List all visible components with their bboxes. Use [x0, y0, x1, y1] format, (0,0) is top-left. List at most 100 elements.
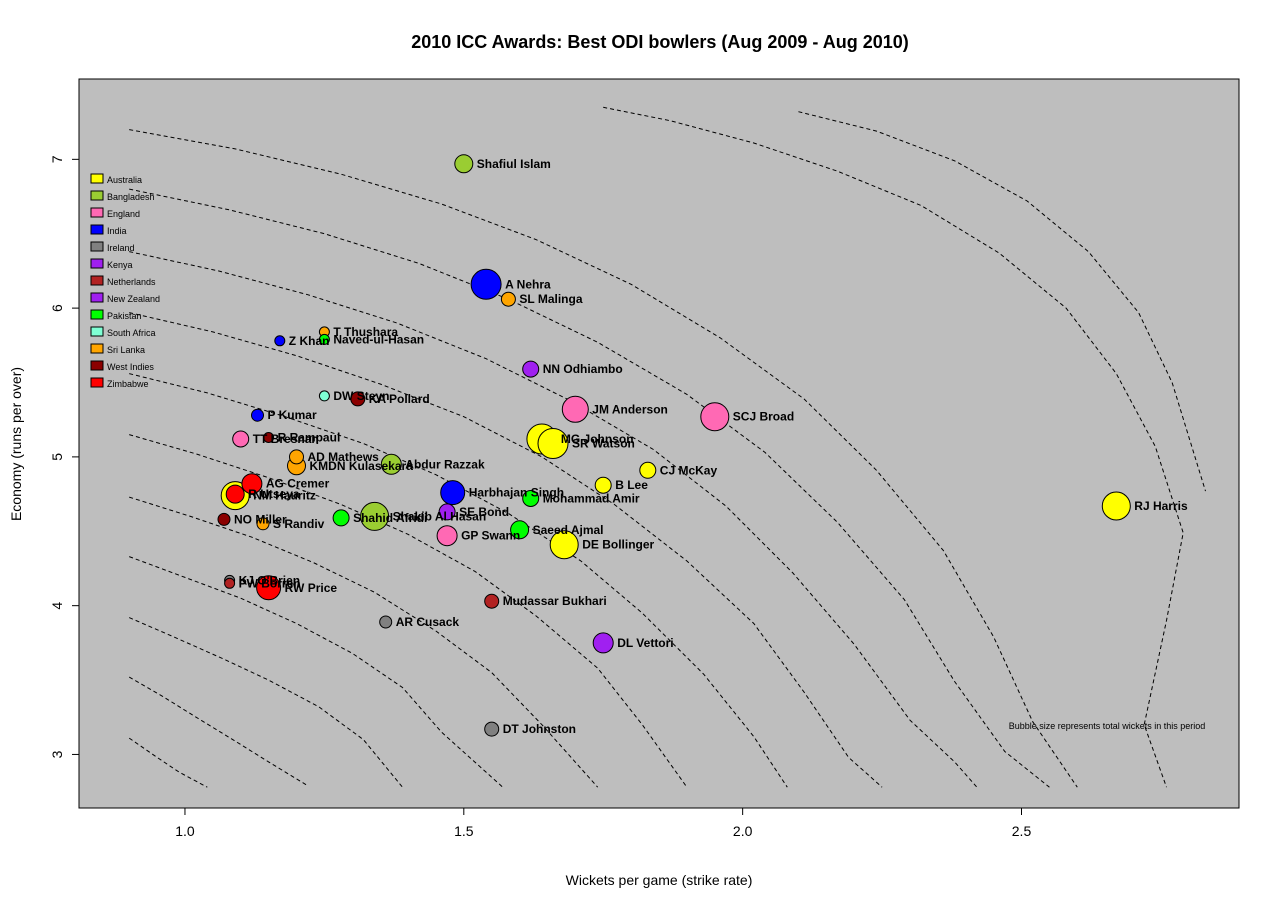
- label-p-kumar: P Kumar: [268, 408, 317, 422]
- bubble-shahid-afridi: [332, 509, 350, 527]
- bubble-saeed-ajmal: [510, 520, 530, 540]
- legend-swatch-south-africa: [90, 326, 104, 337]
- bubble-jm-anderson: [561, 395, 589, 423]
- label-no-miller: NO Miller: [234, 512, 287, 526]
- x-tick-label-1: 1.0: [175, 823, 195, 839]
- y-axis-label: Economy (runs per over): [8, 367, 24, 521]
- label-dw-steyn: DW Steyn: [333, 389, 389, 403]
- legend-label-india: India: [107, 226, 127, 236]
- legend-swatch-zimbabwe: [90, 377, 104, 388]
- label-se-bond: SE Bond: [459, 505, 509, 519]
- label-saeed-ajmal: Saeed Ajmal: [533, 523, 604, 537]
- label-ka-pollard: KA Pollard: [369, 392, 430, 406]
- x-axis: 1.0 1.5 2.0 2.5: [175, 807, 1032, 839]
- bubble-ar-cusack: [379, 615, 393, 629]
- contour-line-6: [129, 434, 688, 788]
- contour-line-13: [798, 111, 1206, 492]
- chart-title: 2010 ICC Awards: Best ODI bowlers (Aug 2…: [411, 32, 909, 52]
- bubble-mudassar-bukhari: [484, 593, 500, 609]
- label-naved-ul-hasan: Naved-ul-Hasan: [333, 332, 424, 346]
- contour-lines: [128, 106, 1206, 788]
- bubble-scj-broad: [700, 402, 730, 432]
- bubble-z-khan: [274, 335, 286, 347]
- legend-swatch-netherlands: [90, 275, 104, 286]
- bubble-rw-price: [256, 575, 282, 601]
- bubble-cj-mckay: [639, 461, 657, 479]
- label-ag-cremer: AG Cremer: [266, 477, 330, 491]
- bubble-r-rampaul: [263, 432, 275, 443]
- bubble-p-kumar: [251, 408, 264, 422]
- contour-line-4: [129, 556, 504, 788]
- x-axis-label: Wickets per game (strike rate): [566, 872, 753, 888]
- legend-label-ireland: Ireland: [107, 243, 135, 253]
- bubble-sl-malinga: [500, 291, 516, 307]
- label-mudassar-bukhari: Mudassar Bukhari: [503, 594, 607, 608]
- bubble-r-utseya: [225, 484, 245, 504]
- legend-swatch-pakistan: [90, 309, 104, 320]
- plot-area: [78, 78, 1240, 809]
- label-shahid-afridi: Shahid Afridi: [353, 511, 427, 525]
- label-b-lee: B Lee: [615, 478, 648, 492]
- bubble-ad-mathews: [289, 449, 304, 465]
- label-shafiul-islam: Shafiul Islam: [477, 157, 551, 171]
- bubble-ag-cremer: [241, 473, 263, 495]
- bubble-dw-steyn: [318, 390, 330, 402]
- label-nm-hauritz: NM Hauritz: [253, 489, 316, 503]
- contour-line-9: [129, 251, 978, 788]
- label-sl-malinga: SL Malinga: [519, 292, 582, 306]
- bubble-rj-harris: [1101, 491, 1131, 521]
- bubble-de-bollinger: [549, 530, 579, 560]
- label-mohammad-amir: Mohammad Amir: [543, 492, 640, 506]
- legend-swatch-new-zealand: [90, 292, 104, 303]
- legend-label-bangladesh: Bangladesh: [107, 192, 155, 202]
- legend-swatch-bangladesh: [90, 190, 104, 201]
- legend-label-australia: Australia: [107, 175, 142, 185]
- y-tick-label-1: 3: [49, 750, 65, 758]
- label-shakib-al-hasan: Shakib Al Hasan: [393, 509, 487, 523]
- label-kmdn-kulasekara: KMDN Kulasekara: [310, 459, 414, 473]
- label-nn-odhiambo: NN Odhiambo: [543, 362, 623, 376]
- label-r-rampaul: R Rampaul: [278, 431, 341, 445]
- label-dt-johnston: DT Johnston: [503, 722, 576, 736]
- legend-label-sri-lanka: Sri Lanka: [107, 345, 145, 355]
- bubble-dl-vettori: [592, 632, 614, 654]
- legend-label-new-zealand: New Zealand: [107, 294, 160, 304]
- label-kj-o-brien: KJ O'Brien: [239, 573, 301, 587]
- legend-swatch-kenya: [90, 258, 104, 269]
- contour-line-7: [129, 373, 788, 788]
- contour-line-2: [128, 676, 308, 787]
- contour-line-11: [129, 129, 1078, 788]
- legend-swatch-england: [90, 207, 104, 218]
- bubble-shakib-al-hasan: [360, 501, 390, 531]
- label-ad-mathews: AD Mathews: [308, 450, 380, 464]
- label-ar-cusack: AR Cusack: [396, 615, 460, 629]
- legend-swatch-sri-lanka: [90, 343, 104, 354]
- label-pw-borren: PW Borren: [239, 576, 301, 590]
- label-mg-johnson: MG Johnson: [561, 432, 634, 446]
- bubble-mohammad-amir: [522, 490, 540, 507]
- label-cj-mckay: CJ McKay: [660, 463, 718, 477]
- label-scj-broad: SCJ Broad: [733, 410, 794, 424]
- legend-label-pakistan: Pakistan: [107, 311, 142, 321]
- legend-label-south-africa: South Africa: [107, 328, 156, 338]
- label-s-randiv: S Randiv: [273, 517, 325, 531]
- y-tick-label-5: 7: [49, 155, 65, 163]
- bubble-nn-odhiambo: [522, 360, 540, 378]
- bubble-harbhajan-singh: [440, 480, 466, 506]
- x-tick-label-4: 2.5: [1012, 823, 1032, 839]
- y-tick-label-2: 4: [49, 602, 65, 610]
- bubble-abdur-razzak: [380, 453, 402, 475]
- bubble-shafiul-islam: [454, 154, 474, 174]
- bubble-sr-watson: [537, 428, 569, 459]
- label-de-bollinger: DE Bollinger: [582, 538, 654, 552]
- bubble-b-lee: [594, 476, 612, 494]
- bubble-gp-swann: [436, 525, 458, 547]
- legend-label-zimbabwe: Zimbabwe: [107, 379, 149, 389]
- legend-swatch-ireland: [90, 241, 104, 252]
- bubble-se-bond: [438, 503, 456, 521]
- bubble-pw-borren: [224, 577, 236, 589]
- legend-swatch-west-indies: [90, 360, 104, 371]
